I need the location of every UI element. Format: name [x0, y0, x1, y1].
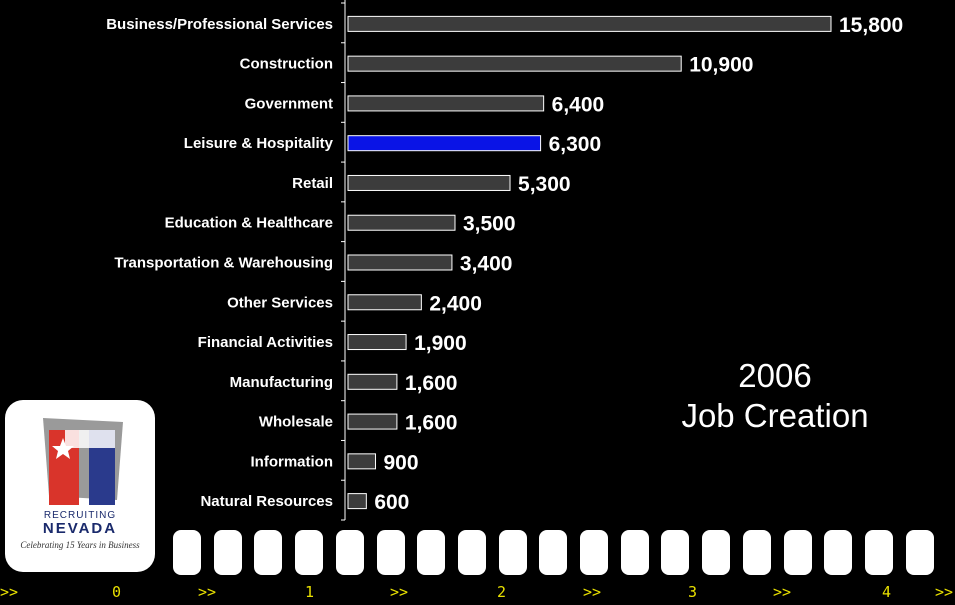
bar [347, 453, 377, 470]
value-label: 3,400 [460, 253, 513, 276]
film-hole [457, 530, 486, 575]
film-hole [864, 530, 893, 575]
category-label: Wholesale [259, 414, 333, 431]
film-hole [620, 530, 649, 575]
logo-emblem-icon [43, 418, 123, 505]
logo-tagline: Celebrating 15 Years in Business [20, 540, 140, 550]
ruler-label: >> [198, 583, 217, 601]
bar [347, 95, 545, 112]
value-label: 900 [384, 451, 419, 474]
film-hole [295, 530, 324, 575]
film-hole [254, 530, 283, 575]
film-hole [213, 530, 242, 575]
logo-subtitle: RECRUITING [43, 510, 117, 521]
ruler-label: 4 [882, 583, 892, 601]
category-label: Manufacturing [230, 374, 333, 391]
category-label: Financial Activities [198, 334, 333, 351]
filmstrip-decoration [0, 530, 955, 575]
value-label: 6,300 [549, 133, 602, 156]
category-label: Information [251, 453, 334, 470]
category-label: Education & Healthcare [165, 215, 333, 232]
bar [347, 214, 456, 231]
annotation-title: Job Creation [681, 397, 869, 434]
bar [347, 413, 398, 430]
ruler-label: >> [773, 583, 792, 601]
film-hole [661, 530, 690, 575]
category-label: Transportation & Warehousing [114, 255, 333, 272]
category-label: Construction [240, 56, 333, 73]
value-label: 10,900 [689, 54, 753, 77]
category-label: Business/Professional Services [106, 16, 333, 33]
timeline-ruler: >> 0 >> 1 >> 2 >> 3 >> 4 >> [0, 580, 955, 605]
film-hole [580, 530, 608, 575]
ruler-label: 3 [688, 583, 698, 601]
job-creation-bar-chart: Business/Professional Services 15,800 Cons… [106, 0, 903, 521]
ruler-label: >> [935, 583, 954, 601]
value-label: 1,600 [405, 412, 458, 435]
bar [347, 294, 422, 311]
value-label: 15,800 [839, 14, 903, 37]
ruler-label: 2 [497, 583, 507, 601]
bar [347, 373, 398, 390]
recruiting-nevada-logo: RECRUITING NEVADA Celebrating 15 Years i… [5, 400, 155, 572]
bar [347, 55, 682, 72]
ruler-label: >> [390, 583, 409, 601]
value-label: 600 [374, 491, 409, 514]
film-hole [742, 530, 771, 575]
ruler-label: 0 [112, 583, 122, 601]
film-hole [824, 530, 853, 575]
bar [347, 15, 832, 32]
ruler-label: >> [583, 583, 602, 601]
film-hole [905, 530, 934, 575]
film-hole [376, 530, 405, 575]
logo-title: NEVADA [42, 520, 118, 537]
bar [347, 254, 453, 271]
bars-layer: Business/Professional Services 15,800 Cons… [106, 14, 903, 514]
value-label: 1,900 [414, 332, 467, 355]
bar [347, 334, 407, 351]
value-label: 5,300 [518, 173, 571, 196]
chart-annotation: 2006 Job Creation [640, 356, 910, 436]
film-hole [702, 530, 731, 575]
category-label: Other Services [227, 294, 333, 311]
bar-highlighted [347, 135, 542, 152]
bar [347, 174, 511, 191]
category-label: Natural Resources [200, 493, 333, 510]
film-hole [335, 530, 364, 575]
film-hole [498, 530, 527, 575]
value-label: 2,400 [429, 292, 482, 315]
bar [347, 493, 367, 510]
value-label: 1,600 [405, 372, 458, 395]
ruler-label: 1 [305, 583, 315, 601]
film-hole [783, 530, 812, 575]
category-label: Leisure & Hospitality [184, 135, 334, 152]
film-hole [539, 530, 568, 575]
film-hole [417, 530, 446, 575]
ruler-label: >> [0, 583, 19, 601]
value-label: 6,400 [552, 93, 605, 116]
category-label: Retail [292, 175, 333, 192]
film-hole [173, 530, 201, 575]
annotation-year: 2006 [738, 357, 812, 394]
value-label: 3,500 [463, 213, 516, 236]
category-label: Government [245, 95, 333, 112]
